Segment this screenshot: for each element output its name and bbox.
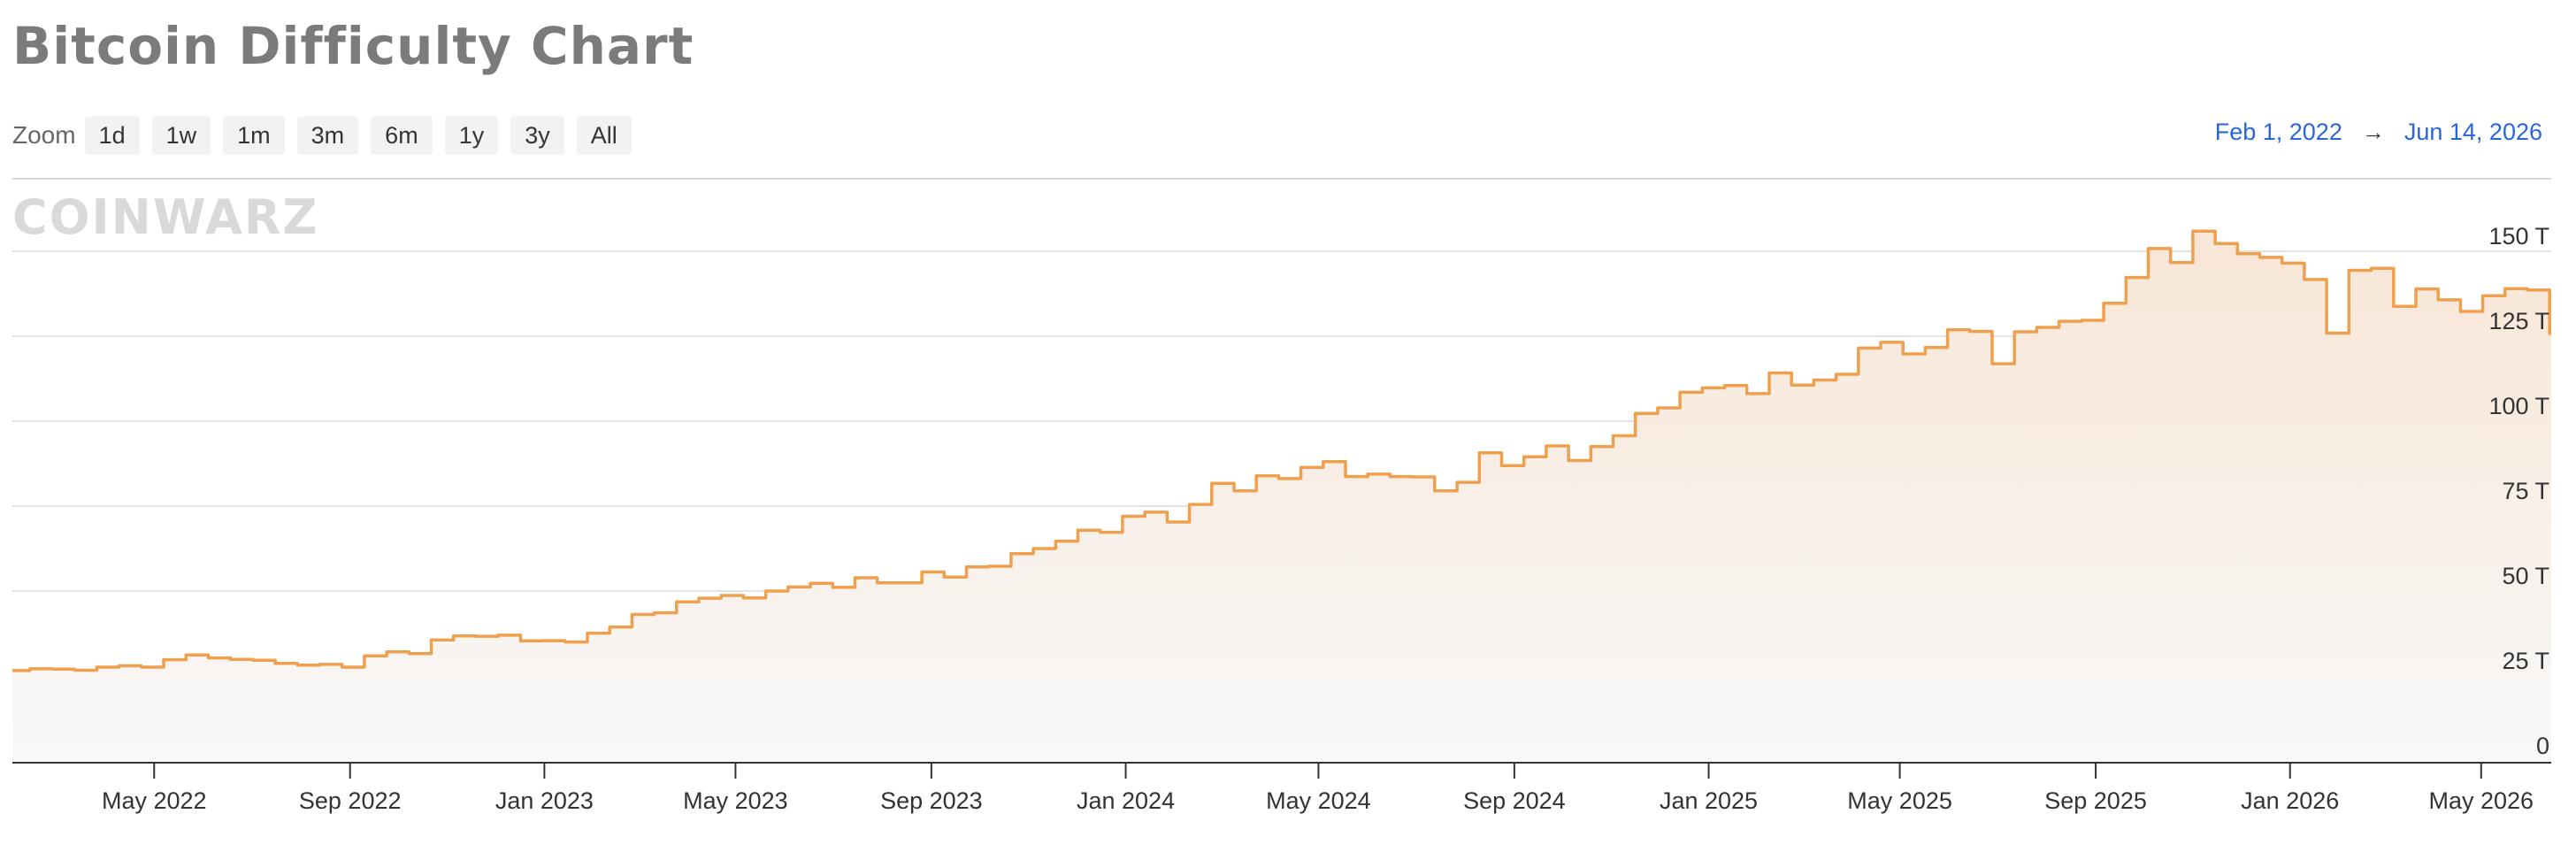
- difficulty-area: [12, 231, 2551, 761]
- date-range: Feb 1, 2022 → Jun 14, 2026: [2215, 119, 2542, 146]
- zoom-button-1d[interactable]: 1d: [84, 116, 140, 155]
- x-axis-ticks: May 2022 Sep 2022 Jan 2023 May 2023 Sep 2023…: [102, 763, 2534, 814]
- zoom-button-1m[interactable]: 1m: [223, 116, 285, 155]
- x-tick-label: Jan 2023: [495, 787, 594, 814]
- y-axis-ticks: 0 25 T 50 T 75 T 100 T 125 T 150 T: [2488, 223, 2549, 759]
- x-tick-label: May 2025: [1847, 787, 1952, 814]
- x-tick-label: Sep 2025: [2044, 787, 2147, 814]
- difficulty-line: [12, 229, 2551, 672]
- range-arrow-icon: →: [2361, 119, 2385, 145]
- zoom-button-3m[interactable]: 3m: [296, 116, 359, 155]
- zoom-label: Zoom: [12, 121, 76, 149]
- y-tick-label: 150 T: [2488, 223, 2549, 250]
- x-tick-label: Jan 2026: [2241, 787, 2339, 814]
- x-tick-label: May 2022: [102, 787, 207, 814]
- difficulty-chart: COINWARZ 0 25 T 50 T 75 T 100 T 125 T 150 T Ma…: [12, 178, 2551, 814]
- x-tick-label: May 2023: [683, 787, 788, 814]
- x-tick-label: Sep 2024: [1463, 787, 1566, 814]
- x-tick-label: May 2026: [2428, 787, 2534, 814]
- x-tick-label: Jan 2024: [1077, 787, 1175, 814]
- x-tick-label: May 2024: [1266, 787, 1371, 814]
- y-tick-label: 125 T: [2488, 308, 2549, 334]
- x-tick-label: Sep 2023: [880, 787, 983, 814]
- range-end-date[interactable]: Jun 14, 2026: [2404, 119, 2542, 145]
- zoom-button-all[interactable]: All: [576, 116, 632, 155]
- y-tick-label: 75 T: [2502, 478, 2549, 504]
- y-tick-label: 25 T: [2502, 648, 2549, 674]
- zoom-button-6m[interactable]: 6m: [371, 116, 433, 155]
- coinwarz-watermark: COINWARZ: [12, 189, 319, 245]
- y-tick-label: 0: [2536, 733, 2549, 759]
- y-tick-label: 100 T: [2488, 393, 2549, 419]
- y-tick-label: 50 T: [2502, 563, 2549, 589]
- zoom-button-1w[interactable]: 1w: [151, 116, 211, 155]
- range-start-date[interactable]: Feb 1, 2022: [2214, 119, 2342, 145]
- x-tick-label: Jan 2025: [1660, 787, 1758, 814]
- x-tick-label: Sep 2022: [299, 787, 402, 814]
- zoom-bar: Zoom 1d 1w 1m 3m 6m 1y 3y All: [12, 115, 644, 156]
- zoom-button-3y[interactable]: 3y: [510, 116, 564, 155]
- zoom-button-1y[interactable]: 1y: [444, 116, 499, 155]
- page-title: Bitcoin Difficulty Chart: [12, 16, 694, 76]
